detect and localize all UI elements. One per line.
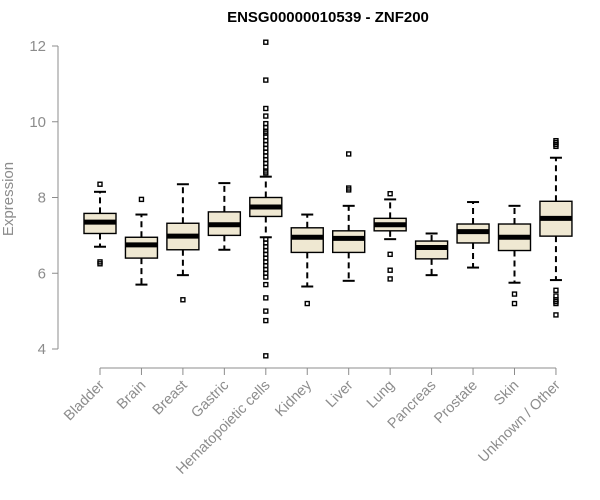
box-gastric — [207, 182, 242, 251]
outlier-point — [263, 170, 269, 176]
outlier-point — [263, 317, 269, 324]
outlier-point — [511, 300, 518, 307]
y-tick-label: 8 — [38, 190, 46, 207]
outlier-point — [553, 300, 559, 307]
outlier-point — [346, 151, 352, 157]
box-prostate — [456, 201, 490, 269]
box-bladder — [83, 181, 117, 267]
y-tick-label: 6 — [38, 265, 46, 282]
x-tick-label: Breast — [150, 378, 191, 419]
outlier-point — [263, 39, 269, 45]
box-liver — [332, 151, 366, 282]
outlier-point — [138, 196, 145, 203]
x-tick-label: Lung — [364, 378, 398, 412]
outlier-point — [263, 105, 269, 112]
box-lung — [373, 191, 407, 282]
x-tick-label: Bladder — [61, 377, 108, 424]
axes — [57, 46, 556, 369]
outlier-point — [97, 181, 103, 187]
outlier-point — [263, 295, 269, 301]
y-axis-label: Expression — [0, 162, 17, 236]
box-unknown-other — [539, 137, 573, 318]
interquartile-box — [332, 230, 366, 254]
y-tick-label: 10 — [29, 114, 46, 131]
outlier-point — [387, 251, 393, 258]
y-tick-label: 4 — [38, 341, 46, 358]
box-skin — [497, 204, 532, 307]
outlier-point — [180, 297, 186, 303]
outlier-point — [553, 143, 559, 150]
outlier-point — [263, 353, 269, 359]
box-pancreas — [414, 232, 449, 277]
interquartile-box — [290, 227, 324, 254]
outlier-point — [511, 291, 518, 297]
x-tick-label: Skin — [491, 378, 522, 409]
outlier-point — [553, 312, 559, 318]
box-hematopoietic-cells — [249, 39, 283, 359]
outlier-point — [387, 276, 393, 282]
outlier-point — [263, 274, 269, 280]
outlier-point — [387, 267, 393, 273]
y-axis-ticks: 4 6 8 10 12 — [29, 38, 58, 358]
x-tick-label: Kidney — [272, 377, 315, 420]
x-tick-label: Brain — [114, 378, 149, 413]
y-tick-label: 12 — [29, 38, 46, 55]
outlier-point — [97, 261, 103, 267]
outlier-point — [304, 300, 310, 307]
outlier-point — [346, 187, 352, 193]
x-tick-label: Liver — [323, 377, 357, 411]
outlier-point — [553, 287, 559, 293]
outlier-point — [263, 281, 269, 288]
x-tick-label: Prostate — [431, 378, 480, 427]
box-kidney — [290, 213, 324, 307]
interquartile-box — [124, 236, 159, 259]
outlier-point — [263, 308, 269, 314]
outlier-point — [263, 113, 269, 119]
box-breast — [166, 183, 200, 303]
box-series — [83, 39, 573, 359]
outlier-point — [387, 191, 393, 197]
outlier-point — [263, 77, 269, 83]
box-brain — [124, 196, 159, 286]
chart-title: ENSG00000010539 - ZNF200 — [227, 9, 429, 26]
